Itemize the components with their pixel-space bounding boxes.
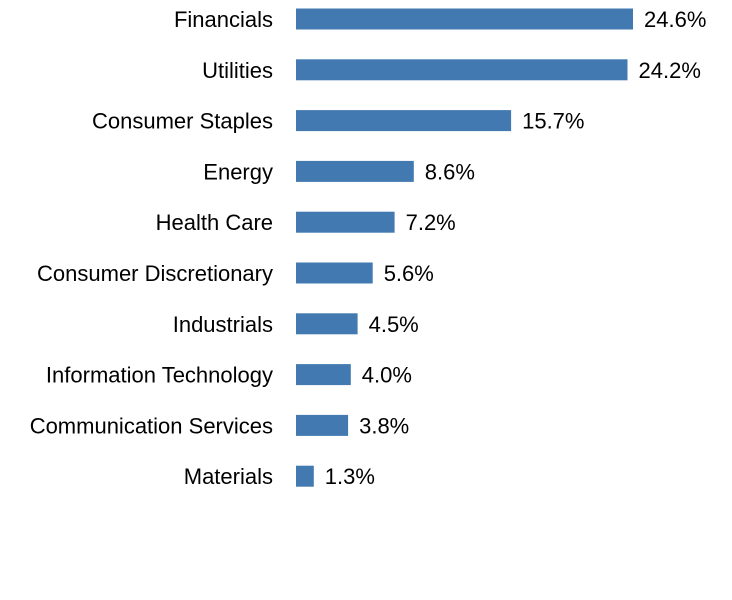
category-label: Consumer Discretionary bbox=[37, 261, 273, 286]
category-label: Industrials bbox=[173, 312, 273, 337]
category-label: Energy bbox=[203, 159, 273, 184]
bar-energy bbox=[296, 160, 414, 182]
bar-industrials bbox=[296, 313, 358, 335]
bar-consumer-staples bbox=[296, 110, 512, 132]
bar-materials bbox=[296, 465, 314, 487]
bar-communication-services bbox=[296, 414, 349, 436]
value-label: 8.6% bbox=[425, 159, 475, 184]
category-label: Consumer Staples bbox=[92, 109, 273, 134]
value-label: 4.0% bbox=[362, 363, 412, 388]
bar-health-care bbox=[296, 211, 395, 233]
bar-financials bbox=[296, 8, 633, 30]
category-label: Materials bbox=[184, 464, 273, 489]
value-label: 4.5% bbox=[369, 312, 419, 337]
category-label: Health Care bbox=[156, 210, 273, 235]
value-labels-group: 24.6% 24.2% 15.7% 8.6% 7.2% 5.6% 4.5% 4.0% 3.8% 1… bbox=[325, 7, 707, 489]
bar-utilities bbox=[296, 59, 628, 81]
category-label: Communication Services bbox=[30, 413, 273, 438]
value-label: 24.2% bbox=[639, 58, 701, 83]
bar-information-technology bbox=[296, 364, 351, 386]
category-label: Utilities bbox=[202, 58, 273, 83]
category-labels-group: Financials Utilities Consumer Staples Energ… bbox=[30, 7, 273, 489]
value-label: 15.7% bbox=[522, 109, 584, 134]
value-label: 24.6% bbox=[644, 7, 706, 32]
category-label: Information Technology bbox=[46, 363, 273, 388]
value-label: 5.6% bbox=[384, 261, 434, 286]
bars-group bbox=[296, 8, 633, 487]
value-label: 7.2% bbox=[406, 210, 456, 235]
bar-consumer-discretionary bbox=[296, 262, 373, 284]
value-label: 1.3% bbox=[325, 464, 375, 489]
category-label: Financials bbox=[174, 7, 273, 32]
value-label: 3.8% bbox=[359, 413, 409, 438]
